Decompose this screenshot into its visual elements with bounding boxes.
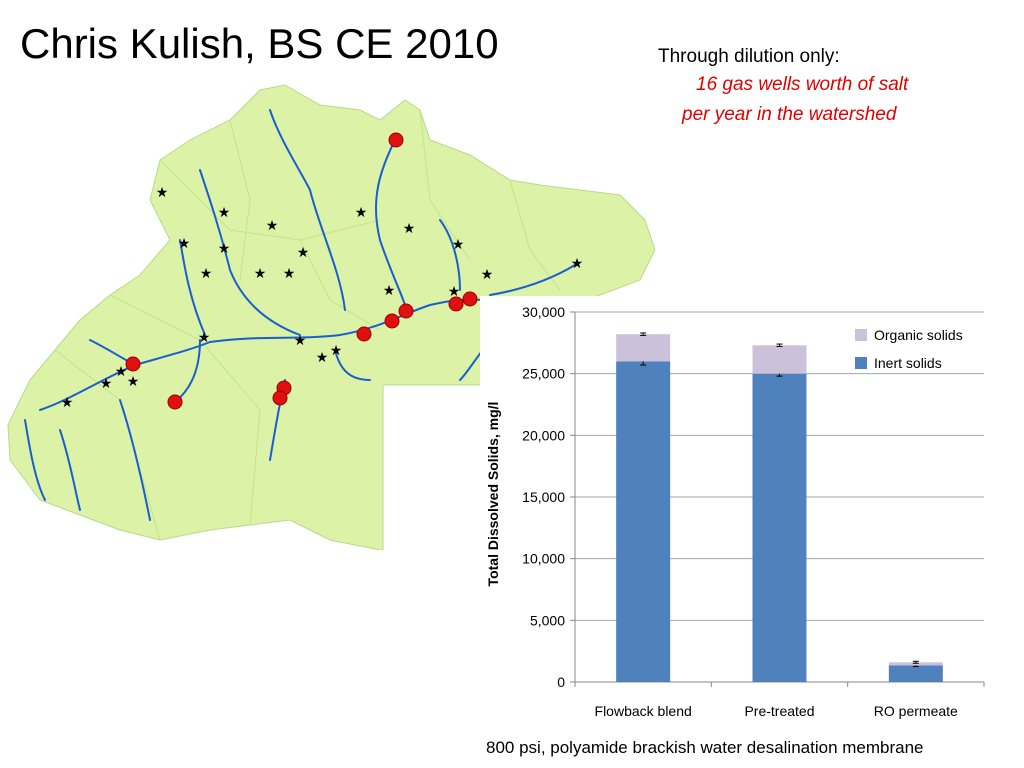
site-marker bbox=[398, 303, 414, 319]
star-icon: ★ bbox=[115, 364, 128, 380]
y-tick-label: 30,000 bbox=[522, 304, 565, 320]
site-marker bbox=[272, 390, 288, 406]
star-icon: ★ bbox=[198, 330, 211, 346]
bar-inert-solids bbox=[888, 665, 943, 682]
y-tick-label: 10,000 bbox=[522, 551, 565, 567]
site-marker bbox=[125, 356, 141, 372]
star-icon: ★ bbox=[266, 218, 279, 234]
chart-background bbox=[480, 296, 1024, 728]
site-marker bbox=[388, 132, 404, 148]
star-icon: ★ bbox=[218, 205, 231, 221]
y-axis-label: Total Dissolved Solids, mg/l bbox=[485, 402, 501, 587]
star-icon: ★ bbox=[481, 267, 494, 283]
star-icon: ★ bbox=[571, 256, 584, 272]
site-marker bbox=[462, 291, 478, 307]
legend-label: Inert solids bbox=[874, 355, 942, 371]
bar-organic-solids bbox=[752, 345, 807, 374]
star-icon: ★ bbox=[283, 266, 296, 282]
watershed-land bbox=[7, 84, 656, 550]
star-icon: ★ bbox=[452, 237, 465, 253]
y-tick-label: 15,000 bbox=[522, 489, 565, 505]
star-icon: ★ bbox=[403, 221, 416, 237]
star-icon: ★ bbox=[294, 333, 307, 349]
sub-basin-lines bbox=[54, 109, 561, 541]
star-icon: ★ bbox=[355, 205, 368, 221]
star-icon: ★ bbox=[127, 374, 140, 390]
bar-inert-solids bbox=[616, 361, 671, 682]
star-icon: ★ bbox=[218, 241, 231, 257]
star-icon: ★ bbox=[316, 350, 329, 366]
note-line-3: per year in the watershed bbox=[682, 104, 897, 125]
bar-organic-solids bbox=[888, 662, 943, 666]
star-icon: ★ bbox=[297, 245, 310, 261]
site-marker bbox=[167, 394, 183, 410]
x-category-label: Pre-treated bbox=[744, 703, 814, 719]
star-icon: ★ bbox=[330, 343, 343, 359]
bar-organic-solids bbox=[616, 334, 671, 362]
bars bbox=[616, 332, 943, 682]
y-tick-label: 5,000 bbox=[530, 612, 565, 628]
tds-stacked-bar-chart: 0 5,000 10,000 15,000 20,000 25,000 30,000 Flo… bbox=[480, 296, 1024, 728]
legend-swatch bbox=[855, 357, 867, 369]
y-tick-label: 25,000 bbox=[522, 366, 565, 382]
bar-inert-solids bbox=[752, 373, 807, 682]
y-tick-label: 20,000 bbox=[522, 427, 565, 443]
gas-well-stars: ★ ★ ★ ★ ★ ★ ★ ★ ★ ★ ★ ★ ★ ★ ★ ★ ★ ★ ★ ★ … bbox=[61, 185, 584, 411]
y-tick-label: 0 bbox=[557, 674, 565, 690]
dilution-note: Through dilution only: 16 gas wells wort… bbox=[658, 44, 908, 125]
membrane-caption: 800 psi, polyamide brackish water desali… bbox=[486, 738, 924, 757]
star-icon: ★ bbox=[178, 236, 191, 252]
star-icon: ★ bbox=[200, 266, 213, 282]
y-tick-labels: 0 5,000 10,000 15,000 20,000 25,000 30,000 bbox=[522, 304, 565, 690]
legend-label: Organic solids bbox=[874, 327, 963, 343]
chart-legend: Organic solids Inert solids bbox=[855, 327, 963, 371]
star-icon: ★ bbox=[383, 283, 396, 299]
x-category-labels: Flowback blend Pre-treated RO permeate bbox=[595, 703, 959, 719]
site-marker bbox=[356, 326, 372, 342]
star-icon: ★ bbox=[156, 185, 169, 201]
x-category-label: Flowback blend bbox=[595, 703, 692, 719]
site-marker bbox=[448, 296, 464, 312]
star-icon: ★ bbox=[448, 284, 461, 300]
slide-title: Chris Kulish, BS CE 2010 bbox=[20, 20, 499, 67]
note-line-2: 16 gas wells worth of salt bbox=[696, 74, 909, 95]
site-marker bbox=[384, 313, 400, 329]
star-icon: ★ bbox=[254, 266, 267, 282]
note-line-1: Through dilution only: bbox=[658, 46, 840, 67]
star-icon: ★ bbox=[61, 395, 74, 411]
legend-swatch bbox=[855, 329, 867, 341]
star-icon: ★ bbox=[100, 376, 113, 392]
x-category-label: RO permeate bbox=[874, 703, 958, 719]
